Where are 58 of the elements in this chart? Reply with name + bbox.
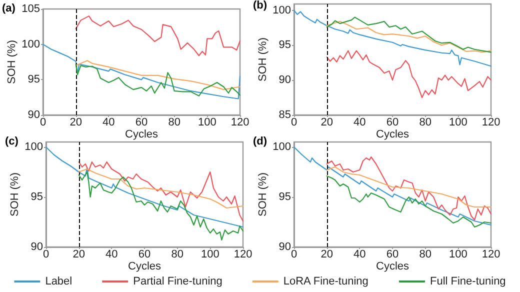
text: (d) — [253, 136, 268, 148]
x-tick-label: 40 — [354, 116, 366, 128]
text: (b) — [253, 0, 268, 12]
x-tick-label: 40 — [102, 116, 115, 128]
x-tick-label: 60 — [138, 248, 151, 260]
x-tick-label: 20 — [320, 116, 333, 128]
y-tick-label: 95 — [278, 191, 291, 203]
y-tick-label: 100 — [272, 141, 291, 153]
y-axis-title: SOH (%) — [6, 40, 18, 84]
y-tick-label: 105 — [22, 3, 40, 15]
x-tick-label: 120 — [230, 116, 250, 128]
y-tick-label: 85 — [278, 109, 291, 121]
y-axis-title: SOH (%) — [257, 172, 270, 216]
x-tick-label: 100 — [448, 248, 468, 260]
y-tick-label: 90 — [28, 109, 40, 121]
x-axis-title: Cycles — [376, 128, 410, 140]
y-tick-label: 95 — [278, 39, 291, 52]
text: (a) — [2, 2, 16, 14]
y-tick-label: 100 — [22, 38, 40, 50]
y-axis-title: SOH (%) — [257, 38, 270, 82]
x-tick-label: 0 — [290, 116, 298, 128]
x-axis-title: Cycles — [376, 260, 410, 272]
x-tick-label: 80 — [419, 116, 432, 128]
y-tick-label: 95 — [30, 191, 43, 203]
x-tick-label: 120 — [234, 248, 252, 260]
legend-label: LoRA Fine-tuning — [283, 276, 368, 288]
x-tick-label: 60 — [386, 116, 399, 128]
legend-label: Label — [45, 276, 72, 288]
x-tick-label: 60 — [386, 248, 399, 260]
x-tick-label: 20 — [70, 116, 82, 128]
x-tick-label: 100 — [448, 116, 468, 128]
x-tick-label: 80 — [171, 248, 184, 260]
y-tick-label: 90 — [278, 241, 291, 253]
y-tick-label: 95 — [28, 74, 40, 86]
y-tick-label: 90 — [278, 74, 291, 86]
x-tick-label: 40 — [106, 248, 118, 260]
x-tick-label: 60 — [135, 116, 148, 128]
legend-label: Full Fine-tuning — [430, 276, 506, 288]
x-tick-label: 40 — [354, 248, 366, 260]
y-tick-label: 100 — [272, 4, 291, 16]
x-tick-label: 20 — [320, 248, 333, 260]
y-tick-label: 100 — [24, 141, 43, 153]
x-tick-label: 80 — [168, 116, 180, 128]
x-tick-label: 100 — [198, 116, 216, 128]
text: (c) — [5, 136, 19, 148]
x-tick-label: 0 — [40, 116, 46, 128]
x-tick-label: 120 — [482, 248, 500, 260]
x-axis-title: Cycles — [124, 128, 158, 140]
legend-label: Partial Fine-tuning — [133, 276, 222, 288]
x-tick-label: 20 — [72, 248, 85, 260]
y-tick-label: 90 — [30, 241, 43, 253]
y-axis-title: SOH (%) — [9, 172, 22, 216]
x-tick-label: 0 — [290, 248, 298, 260]
x-axis-title: Cycles — [128, 260, 162, 272]
x-tick-label: 80 — [419, 248, 432, 260]
x-tick-label: 120 — [482, 116, 500, 128]
x-tick-label: 0 — [42, 248, 50, 260]
x-tick-label: 100 — [200, 248, 220, 260]
